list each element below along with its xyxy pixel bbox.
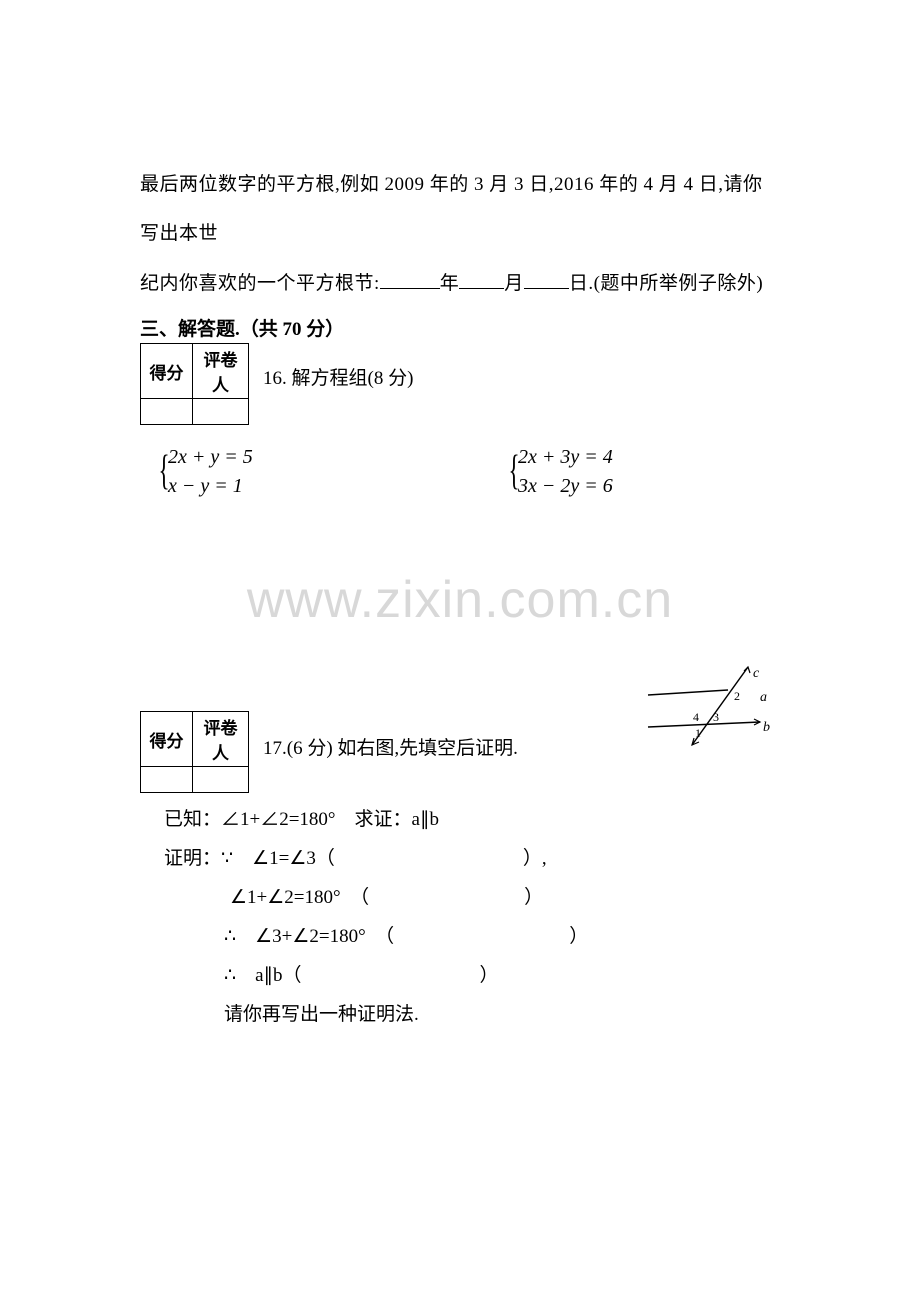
q16-header: 得分 评卷人 16. 解方程组(8 分) [140,343,780,425]
label-b: b [763,720,770,735]
problem15-line1: 最后两位数字的平方根,例如 2009 年的 3 月 3 日,2016 年的 4 … [140,160,780,259]
score-header-col1: 得分 [141,712,193,767]
label-year: 年 [440,273,460,294]
label-a: a [760,690,767,705]
geometry-diagram: c a b 2 3 4 1 [640,665,770,755]
problem15-line2: 纪内你喜欢的一个平方根节: 年 月 日.(题中所举例子除外) [140,259,780,308]
proof-line-3: ∴ ∠3+∠2=180° （ ） [224,918,780,957]
p4-prefix: ∴ a∥b（ [224,957,302,996]
score-header-col2: 评卷人 [193,344,249,399]
label-angle-1: 1 [695,726,701,740]
brace-icon: { [509,441,520,502]
score-cell-q17-1 [141,767,193,793]
q17-known: 已知：∠1+∠2=180° 求证：a∥b [164,801,780,840]
p1-prefix: ∵ ∠1=∠3（ [221,840,335,879]
blank-year [380,270,440,289]
label-angle-4: 4 [693,710,699,724]
proof-line-1: 证明： ∵ ∠1=∠3（ ）, [164,840,780,879]
p3-close: ） [569,918,588,957]
label-angle-3: 3 [713,710,719,724]
score-cell-q16-1 [141,399,193,425]
label-month: 月 [504,273,524,294]
p2-close: ） [524,879,543,918]
equation-system-2: { 2x + 3y = 4 3x − 2y = 6 [516,443,613,501]
label-c: c [753,666,760,681]
p3-prefix: ∴ ∠3+∠2=180° （ [224,918,394,957]
q17-title: 17.(6 分) 如右图,先填空后证明. [263,738,518,759]
eq1-line1: 2x + y = 5 [166,443,516,472]
blank-month [459,270,504,289]
blank-day [524,270,569,289]
page-content: 最后两位数字的平方根,例如 2009 年的 3 月 3 日,2016 年的 4 … [0,0,920,1035]
section3-title: 三、解答题.（共 70 分） [140,314,780,341]
brace-icon: { [159,441,170,502]
line-b [648,722,760,727]
score-cell-q17-2 [193,767,249,793]
equation-system-1: { 2x + y = 5 x − y = 1 [166,443,516,501]
proof-block: 已知：∠1+∠2=180° 求证：a∥b 证明： ∵ ∠1=∠3（ ）, ∠1+… [164,801,780,1035]
p1-close: ）, [523,840,547,879]
proof-line-5: 请你再写出一种证明法. [224,996,780,1035]
score-header-col1: 得分 [141,344,193,399]
eq2-line2: 3x − 2y = 6 [516,472,613,501]
equations-row: { 2x + y = 5 x − y = 1 { 2x + 3y = 4 3x … [166,443,780,501]
score-cell-q16-2 [193,399,249,425]
line-a [648,690,728,695]
proof-line-4: ∴ a∥b（ ） [224,957,780,996]
label-day-suffix: 日.(题中所举例子除外) [569,273,763,294]
score-table-q17: 得分 评卷人 [140,711,249,793]
p2-prefix: ∠1+∠2=180° （ [230,879,369,918]
q17-block: 得分 评卷人 17.(6 分) 如右图,先填空后证明. 已知：∠1+∠2=180… [140,711,780,1035]
eq2-line1: 2x + 3y = 4 [516,443,613,472]
line2-prefix: 纪内你喜欢的一个平方根节: [140,273,380,294]
score-table-q16: 得分 评卷人 [140,343,249,425]
p4-close: ） [480,957,499,996]
eq1-line2: x − y = 1 [166,472,516,501]
proof-line-2: ∠1+∠2=180° （ ） [230,879,780,918]
score-header-col2: 评卷人 [193,712,249,767]
proof-label: 证明： [164,840,221,879]
label-angle-2: 2 [734,689,740,703]
